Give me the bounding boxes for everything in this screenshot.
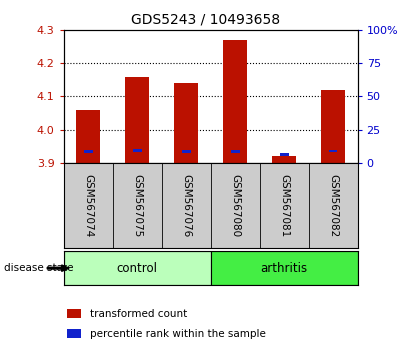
Bar [64,251,210,285]
Bar [125,76,150,163]
Text: disease state: disease state [4,263,74,273]
Text: GSM567081: GSM567081 [279,174,289,237]
Bar [223,40,247,163]
Text: control: control [117,262,158,275]
Bar [280,153,289,156]
Bar [211,251,358,285]
Bar [84,150,92,153]
Bar [321,90,345,163]
Text: GSM567074: GSM567074 [83,174,93,237]
Bar [67,329,81,338]
Bar [174,83,199,163]
Bar [329,150,337,152]
Bar [76,110,100,163]
Text: transformed count: transformed count [90,309,187,319]
Text: GSM567080: GSM567080 [230,174,240,237]
Bar [133,149,141,152]
Text: percentile rank within the sample: percentile rank within the sample [90,329,266,338]
Text: GSM567076: GSM567076 [181,174,191,237]
Bar [67,309,81,318]
Text: GSM567075: GSM567075 [132,174,142,237]
Bar [182,150,191,153]
Text: GSM567082: GSM567082 [328,174,338,237]
Bar [272,156,296,163]
Bar [231,150,240,153]
Text: GDS5243 / 10493658: GDS5243 / 10493658 [131,12,280,27]
Text: arthritis: arthritis [261,262,308,275]
